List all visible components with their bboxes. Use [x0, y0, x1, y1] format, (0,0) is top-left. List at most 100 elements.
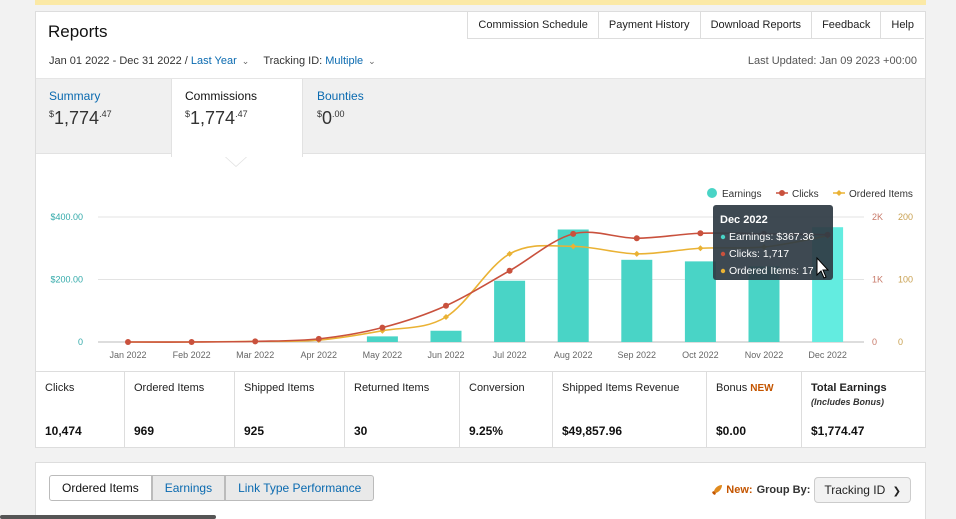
tooltip-marker	[720, 268, 726, 274]
group-by-label: Group By:	[756, 484, 811, 496]
chart-tooltip	[713, 205, 833, 280]
last-updated-text: Last Updated: Jan 09 2023 +00:00	[747, 55, 917, 67]
ordered-items-point	[506, 250, 513, 257]
tab-summary[interactable]: Summary $1,774.47	[36, 79, 171, 155]
y-right-items-tick: 0	[898, 337, 903, 347]
stat-clicks: Clicks 10,474	[36, 372, 125, 448]
x-tick-label: Dec 2022	[808, 350, 847, 360]
y-left-tick: 0	[78, 337, 83, 347]
tracking-id-label: Tracking ID:	[263, 55, 323, 67]
x-tick-label: Mar 2022	[236, 350, 274, 360]
earnings-bar	[684, 261, 716, 342]
clicks-point	[188, 339, 195, 345]
tab-pointer	[226, 157, 246, 166]
x-tick-label: Feb 2022	[173, 350, 211, 360]
tooltip-line: Clicks: 1,717	[729, 248, 789, 260]
stat-shipped-revenue: Shipped Items Revenue $49,857.96	[553, 372, 707, 448]
clicks-point	[252, 338, 259, 345]
y-right-items-tick: 200	[898, 212, 913, 222]
new-badge: NEW	[750, 383, 774, 394]
y-right-clicks-tick: 0	[872, 337, 877, 347]
reports-card: Reports Commission Schedule Payment Hist…	[35, 11, 926, 448]
tooltip-marker	[720, 251, 726, 257]
tooltip-marker	[720, 234, 726, 240]
chevron-down-icon: ⌄	[368, 55, 376, 66]
x-tick-label: Jul 2022	[493, 350, 527, 360]
breakdown-tabs: Ordered Items Earnings Link Type Perform…	[49, 475, 375, 501]
rocket-icon	[712, 485, 723, 495]
metric-tabs: Summary $1,774.47 Commissions $1,774.47 …	[36, 78, 925, 157]
earnings-chart: $400.00 $200.00 0 2K 200 1K 100 0 0 Jan 2022 Feb 2…	[50, 188, 913, 360]
payment-history-button[interactable]: Payment History	[597, 12, 700, 39]
stat-ordered-items: Ordered Items 969	[125, 372, 235, 448]
filter-bar: Jan 01 2022 - Dec 31 2022 / Last Year ⌄ …	[49, 55, 390, 67]
tab-commissions[interactable]: Commissions $1,774.47	[171, 79, 303, 157]
stat-returned-items: Returned Items 30	[345, 372, 460, 448]
tab-amount: $0.00	[317, 108, 345, 128]
tooltip-title: Dec 2022	[720, 214, 768, 226]
page-title: Reports	[48, 22, 108, 41]
new-label: New:	[726, 484, 753, 496]
chevron-down-icon: ❯	[892, 486, 901, 497]
chevron-down-icon: ⌄	[241, 55, 250, 66]
tooltip-line: Earnings: $367.36	[729, 231, 814, 243]
help-button[interactable]: Help	[880, 12, 924, 39]
x-tick-label: Aug 2022	[554, 350, 593, 360]
tab-amount: $1,774.47	[49, 108, 112, 128]
tab-label: Commissions	[185, 89, 258, 103]
feedback-button[interactable]: Feedback	[811, 12, 881, 39]
clicks-point	[125, 339, 131, 345]
tab-link-type-performance[interactable]: Link Type Performance	[225, 475, 375, 501]
tab-ordered-items[interactable]: Ordered Items	[49, 475, 152, 501]
ordered-items-point	[443, 314, 449, 320]
legend-clicks: Clicks	[792, 189, 819, 200]
stat-bonus: Bonus NEW $0.00	[707, 372, 802, 448]
earnings-bar	[494, 280, 526, 342]
stat-conversion: Conversion 9.25%	[460, 372, 553, 448]
commission-schedule-button[interactable]: Commission Schedule	[467, 12, 598, 39]
y-right-items-tick: 100	[898, 275, 913, 285]
group-by-select[interactable]: Tracking ID ❯	[814, 477, 911, 503]
stat-shipped-items: Shipped Items 925	[235, 372, 345, 448]
clicks-point	[506, 267, 513, 274]
earnings-bar	[621, 259, 653, 342]
clicks-point	[315, 335, 322, 342]
legend-ordered-marker	[836, 190, 842, 196]
earnings-bar	[430, 330, 462, 342]
legend-earnings-marker	[707, 188, 717, 198]
y-right-clicks-tick: 1K	[872, 275, 883, 285]
stat-total-earnings: Total Earnings (Includes Bonus) $1,774.47	[811, 382, 887, 438]
y-left-tick: $400.00	[50, 212, 83, 222]
mouse-cursor-icon	[816, 256, 830, 279]
x-tick-label: Jun 2022	[427, 350, 464, 360]
x-tick-label: Nov 2022	[745, 350, 784, 360]
x-tick-label: Oct 2022	[682, 350, 719, 360]
x-tick-label: Sep 2022	[618, 350, 657, 360]
clicks-point	[379, 324, 386, 331]
tracking-id-dropdown[interactable]: Multiple	[325, 55, 364, 67]
tab-bounties[interactable]: Bounties $0.00	[304, 79, 424, 155]
clicks-point	[443, 302, 449, 309]
earnings-bar	[366, 336, 398, 342]
horizontal-scrollbar[interactable]	[0, 515, 216, 519]
tab-label: Bounties	[317, 89, 364, 103]
y-right-clicks-tick: 2K	[872, 212, 883, 222]
legend-ordered-items: Ordered Items	[849, 189, 913, 200]
report-nav: Commission Schedule Payment History Down…	[467, 12, 924, 39]
tab-earnings[interactable]: Earnings	[151, 475, 226, 501]
stats-row: Clicks 10,474 Ordered Items 969 Shipped It…	[36, 371, 925, 448]
tab-pointer	[91, 501, 103, 507]
legend-clicks-marker	[779, 190, 785, 196]
legend-earnings: Earnings	[722, 189, 761, 200]
clicks-point	[697, 230, 704, 237]
x-tick-label: Apr 2022	[301, 350, 338, 360]
date-range-text: Jan 01 2022 - Dec 31 2022 /	[49, 55, 188, 67]
date-preset-dropdown[interactable]: Last Year	[190, 55, 237, 67]
download-reports-button[interactable]: Download Reports	[699, 12, 812, 39]
tab-amount: $1,774.47	[185, 108, 248, 128]
tab-label: Summary	[49, 89, 101, 103]
top-banner-strip	[35, 0, 926, 5]
clicks-point	[633, 235, 640, 242]
group-by: New: Group By: Tracking ID ❯	[711, 477, 911, 503]
ordered-items-point	[633, 250, 640, 257]
